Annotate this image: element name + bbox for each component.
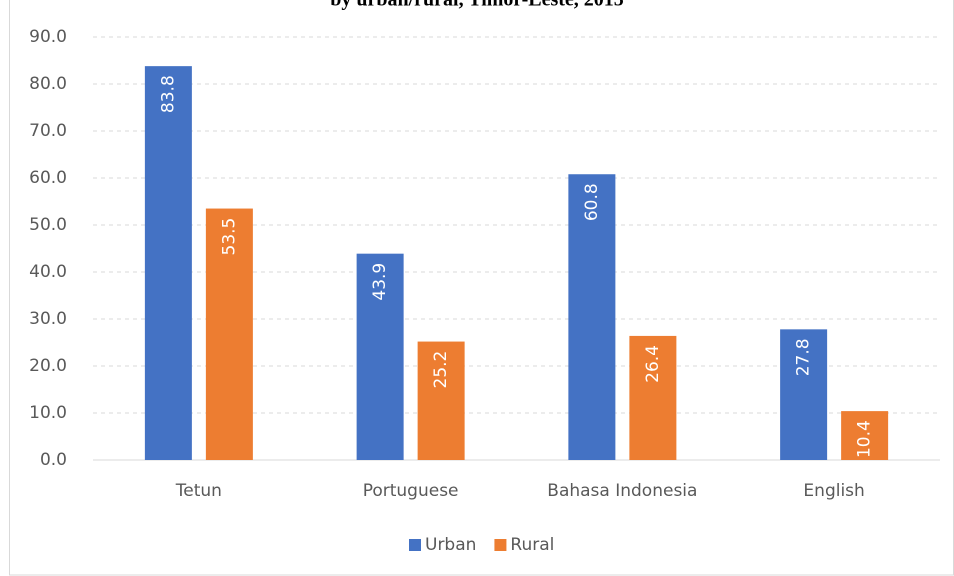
y-tick-label: 30.0: [29, 309, 67, 329]
bar: [205, 208, 253, 460]
bar: [144, 66, 192, 460]
data-label: 60.8: [582, 183, 602, 221]
legend-label: Urban: [425, 535, 476, 555]
y-tick-label: 90.0: [29, 27, 67, 47]
y-tick-label: 50.0: [29, 215, 67, 235]
legend-label: Rural: [510, 535, 554, 555]
data-label: 25.2: [431, 351, 451, 389]
y-tick-label: 10.0: [29, 403, 67, 423]
data-label: 83.8: [158, 75, 178, 113]
bar: [780, 329, 828, 460]
y-tick-label: 80.0: [29, 74, 67, 94]
data-label: 10.4: [855, 420, 875, 458]
y-tick-label: 0.0: [40, 450, 67, 470]
bar: [568, 174, 616, 461]
y-tick-label: 60.0: [29, 168, 67, 188]
data-label: 53.5: [219, 218, 239, 256]
y-tick-label: 40.0: [29, 262, 67, 282]
y-tick-label: 20.0: [29, 356, 67, 376]
x-tick-label: English: [803, 481, 864, 501]
x-tick-label: Portuguese: [363, 481, 459, 501]
legend-swatch: [494, 539, 507, 551]
bar: [356, 253, 404, 460]
chart-title: by urban/rural, Timor-Leste, 2015: [330, 0, 624, 11]
x-tick-label: Bahasa Indonesia: [547, 481, 697, 501]
x-tick-label: Tetun: [175, 481, 222, 501]
data-label: 26.4: [643, 345, 663, 383]
data-label: 27.8: [794, 338, 814, 376]
data-label: 43.9: [370, 263, 390, 301]
bar: [417, 341, 465, 460]
bar: [841, 411, 889, 460]
bar: [629, 335, 677, 460]
y-tick-label: 70.0: [29, 121, 67, 141]
legend-swatch: [409, 539, 421, 551]
